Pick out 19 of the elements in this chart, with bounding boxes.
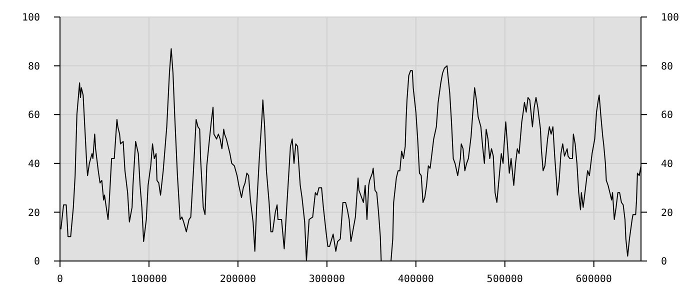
y2-tick-label: 60 (661, 110, 674, 122)
y-tick-label: 40 (28, 158, 40, 170)
x-tick-label: 300000 (308, 274, 345, 286)
y2-tick-label: 20 (661, 208, 674, 219)
y2-tick-label: 0 (661, 256, 668, 268)
y2-tick-label: 80 (661, 61, 674, 72)
x-tick-label: 0 (56, 274, 64, 286)
x-tick-label: 100000 (130, 274, 168, 286)
y-tick-label: 20 (28, 208, 40, 219)
y-tick-label: 100 (22, 12, 40, 24)
x-tick-label: 200000 (220, 274, 256, 286)
y2-tick-label: 100 (661, 12, 680, 24)
x-tick-label: 500000 (486, 274, 523, 286)
y-tick-label: 60 (28, 110, 40, 122)
y-tick-label: 0 (34, 256, 40, 268)
y2-tick-label: 40 (661, 158, 674, 170)
y-tick-label: 80 (28, 61, 40, 72)
x-tick-label: 400000 (398, 274, 434, 286)
x-tick-label: 600000 (576, 274, 612, 286)
